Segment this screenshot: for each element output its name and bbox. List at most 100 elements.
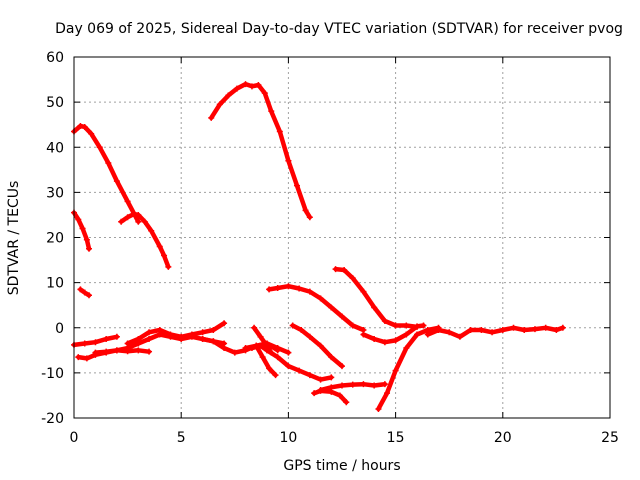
data-point <box>339 363 345 370</box>
data-point <box>349 381 356 388</box>
data-point <box>81 340 88 347</box>
x-axis-label: GPS time / hours <box>283 458 400 474</box>
series-line <box>266 283 366 333</box>
data-point <box>83 355 90 362</box>
x-tick-label: 15 <box>387 430 405 446</box>
series-arc-9 <box>289 322 345 370</box>
data-point <box>261 90 268 97</box>
series-arc-12 <box>375 324 442 412</box>
data-point <box>521 327 528 334</box>
data-point <box>424 331 431 338</box>
data-point <box>113 178 120 185</box>
y-axis-label: SDTVAR / TECUs <box>6 181 22 296</box>
data-point <box>531 326 538 333</box>
y-tick-label: -20 <box>41 411 64 427</box>
data-point <box>135 347 142 354</box>
data-point <box>156 327 163 334</box>
x-tick-label: 25 <box>601 430 619 446</box>
data-point <box>135 218 142 225</box>
series-arc-10 <box>311 387 350 406</box>
data-point <box>216 101 223 108</box>
data-point <box>210 338 217 345</box>
data-point <box>542 324 549 331</box>
data-point <box>124 348 131 355</box>
series-line <box>208 81 313 220</box>
data-point <box>156 243 163 250</box>
data-point <box>266 286 273 293</box>
data-point <box>77 123 84 130</box>
data-point <box>371 304 378 311</box>
data-point <box>210 327 217 334</box>
data-point <box>311 390 318 397</box>
data-point <box>339 313 345 320</box>
x-tick-labels: 0 5 10 15 20 25 <box>70 430 619 446</box>
axis-ticks <box>73 56 611 419</box>
y-tick-label: 10 <box>46 276 64 292</box>
data-point <box>188 331 195 338</box>
data-point <box>79 225 86 232</box>
data-point <box>251 324 258 331</box>
data-point <box>135 211 142 218</box>
data-point <box>371 336 378 343</box>
data-point <box>141 218 148 225</box>
data-point <box>81 289 88 296</box>
data-point <box>414 331 421 338</box>
series-arc-6 <box>266 283 367 334</box>
data-point <box>559 324 566 331</box>
data-point <box>371 382 378 389</box>
y-tick-label: 30 <box>46 185 64 201</box>
data-point <box>105 160 112 167</box>
data-point <box>178 333 185 340</box>
data-point <box>298 327 305 334</box>
data-point <box>420 322 427 329</box>
data-point <box>88 130 95 137</box>
data-point <box>266 365 273 372</box>
data-point <box>75 216 82 223</box>
data-point <box>257 333 264 340</box>
data-point <box>263 342 270 349</box>
data-point <box>285 363 292 370</box>
data-point <box>274 347 281 354</box>
data-point <box>403 331 410 338</box>
data-point <box>259 354 266 361</box>
data-point <box>285 349 292 356</box>
data-point <box>317 342 324 349</box>
data-point <box>296 285 303 292</box>
series-line <box>333 266 420 330</box>
data-point <box>285 283 292 290</box>
data-point <box>146 348 153 355</box>
data-point <box>343 399 350 406</box>
series-arc-13 <box>424 324 566 340</box>
x-tick-label: 0 <box>70 430 79 446</box>
data-point <box>268 108 275 115</box>
data-point <box>317 295 324 302</box>
series-line <box>71 123 141 224</box>
data-point <box>96 144 103 151</box>
data-point <box>332 266 339 273</box>
series-arc-16 <box>71 333 120 348</box>
series-line <box>253 343 278 378</box>
series-arc-2 <box>71 209 93 252</box>
series-arc-15 <box>75 331 228 362</box>
data-point <box>113 347 120 354</box>
data-point <box>124 214 131 221</box>
data-point <box>272 372 279 379</box>
data-point <box>381 317 388 324</box>
data-point <box>381 381 388 388</box>
x-tick-label: 5 <box>177 430 186 446</box>
data-point <box>135 336 142 343</box>
data-point <box>392 337 399 344</box>
y-tick-label: 40 <box>46 140 64 156</box>
series-arc-18 <box>124 320 228 347</box>
data-point <box>403 322 410 329</box>
data-point <box>478 327 485 334</box>
data-point <box>268 349 275 356</box>
data-point <box>392 322 399 329</box>
data-point <box>403 345 410 352</box>
data-point <box>306 372 313 379</box>
data-point <box>328 374 335 381</box>
data-point <box>467 327 474 334</box>
data-point <box>83 236 90 243</box>
series-arc-3 <box>77 286 93 299</box>
